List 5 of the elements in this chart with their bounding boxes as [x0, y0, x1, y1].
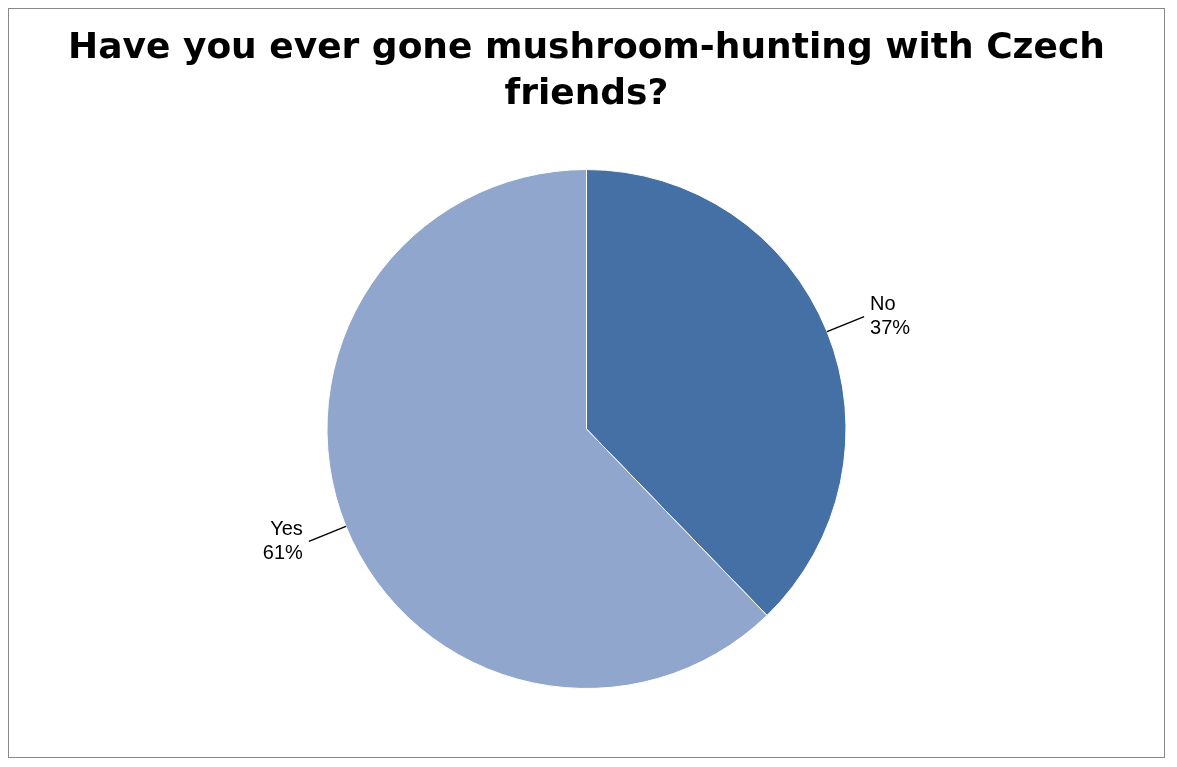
data-label: 37%	[870, 316, 911, 339]
data-label: 61%	[262, 540, 304, 563]
slice-label: Yes	[270, 516, 303, 539]
chart-title: Have you ever gone mushroom-hunting with Czech friends?	[67, 24, 1106, 114]
slice-label: No	[870, 292, 896, 315]
